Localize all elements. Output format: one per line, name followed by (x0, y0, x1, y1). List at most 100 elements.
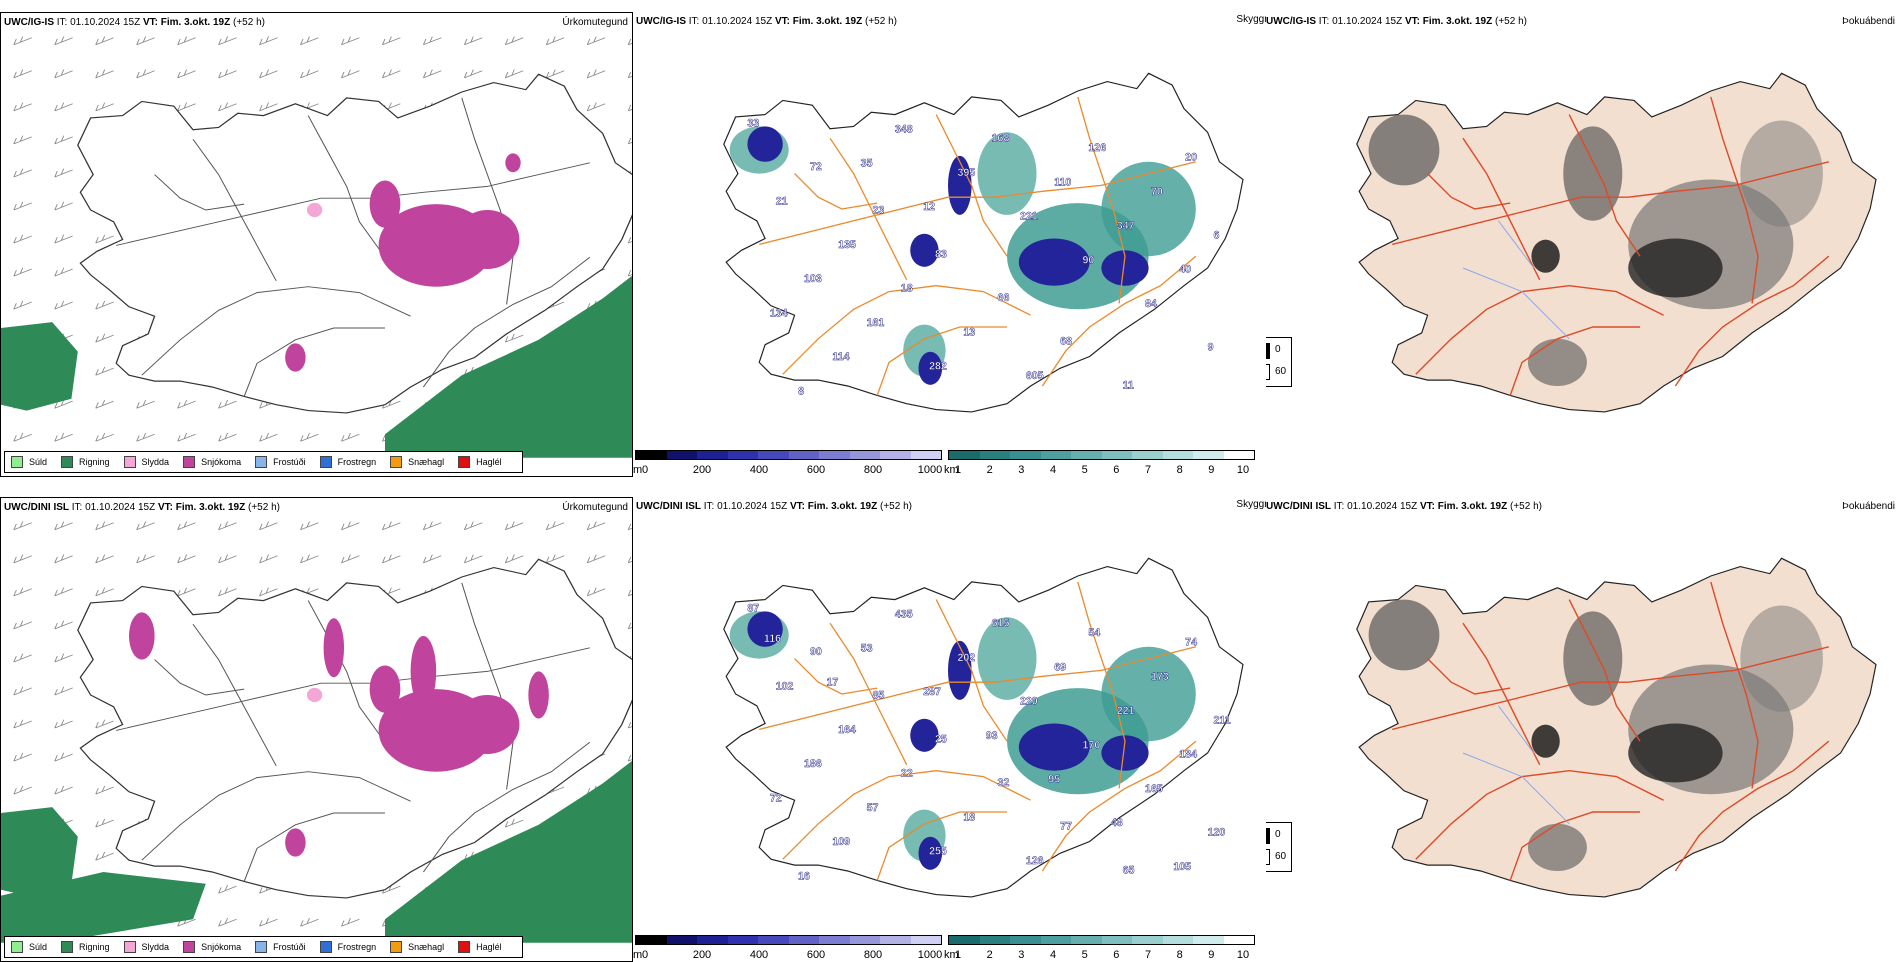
legend-item: Slydda (123, 456, 169, 468)
colorbar-tick: 7 (1144, 949, 1152, 961)
vt-label: VT: (1419, 501, 1435, 512)
precip-title: Úrkomutegund (562, 17, 628, 28)
road-line (829, 622, 908, 766)
ceiling-label: 168 (992, 133, 1010, 145)
map-field-blob (369, 180, 401, 228)
wind-barb (54, 752, 73, 762)
it-value: 01.10.2024 15Z (1332, 16, 1403, 27)
ceiling-label: 18 (963, 811, 975, 823)
map-field-blob (910, 233, 939, 267)
road-line (422, 741, 591, 873)
wind-barb (504, 818, 524, 828)
precip-title: Úrkomutegund (562, 502, 628, 513)
colorbar-tick: 3 (1018, 464, 1025, 476)
it-value: 01.10.2024 15Z (702, 16, 773, 27)
iceland-outline (723, 72, 1244, 413)
wind-barb (177, 102, 196, 112)
ceiling-label: 161 (867, 317, 885, 329)
legend-item: Frostúði (255, 456, 306, 468)
colorbar-tick: 5 (1081, 464, 1088, 476)
legend-swatch (183, 456, 196, 468)
wind-barb (13, 234, 32, 244)
model-name: UWC/DINI ISL (4, 502, 69, 513)
wind-barb (422, 69, 442, 79)
road-line (1462, 137, 1541, 281)
ceiling-label: 109 (832, 836, 850, 848)
wind-barb (627, 137, 632, 145)
road-line (1427, 173, 1511, 210)
wind-barb (95, 432, 114, 442)
wind-barb (136, 554, 155, 564)
colorbar-tick: 8 (1176, 949, 1183, 961)
lead-time: (+52 h) (248, 502, 280, 513)
ceiling-label: 287 (923, 686, 941, 698)
legend-swatch (319, 941, 332, 953)
map-field-blob (1101, 646, 1196, 742)
ceiling-label: 110 (1054, 176, 1071, 188)
wind-barb (627, 38, 632, 46)
wind-barb (54, 719, 73, 729)
wind-barb (95, 234, 114, 244)
wind-barb (545, 554, 565, 564)
wind-barb (136, 36, 155, 46)
wind-barb (136, 521, 155, 531)
legend-swatch (458, 456, 471, 468)
ceiling-label: 90 (810, 646, 822, 658)
legend-swatch (61, 456, 74, 468)
ceiling-label: 23 (872, 205, 884, 217)
wind-barb (422, 554, 442, 564)
wind-barb (422, 521, 442, 531)
legend-swatch (458, 941, 471, 953)
legend-swatch (319, 456, 332, 468)
wind-barb (586, 102, 606, 112)
wind-barb (95, 851, 114, 861)
fog-legend: 0 60 (1266, 337, 1292, 387)
lead-time: (+52 h) (865, 16, 897, 27)
road-line (782, 770, 1031, 860)
road-line (1392, 646, 1829, 731)
map-field-blob (1563, 126, 1623, 221)
wind-barb (382, 521, 401, 531)
panel-header: UWC/IG-IS IT: 01.10.2024 15Z VT: Fim. 3.… (1266, 16, 1527, 27)
legend-label: Snæhagl (408, 457, 445, 467)
ceiling-label: 48 (1111, 817, 1123, 829)
wind-barb (54, 653, 73, 663)
road-line (154, 659, 245, 696)
legend-swatch (11, 456, 23, 468)
wind-barb (422, 36, 442, 46)
wind-barb (300, 432, 319, 442)
it-label: IT: (703, 501, 715, 512)
wind-barb (95, 69, 114, 79)
wind-barb (218, 36, 237, 46)
iceland-outline (1356, 557, 1877, 898)
wind-barb (341, 432, 360, 442)
ceiling-label: 65 (1123, 864, 1135, 876)
precip-type-panel: Súld Rigning Slydda Snjókoma Frostúði Frostre… (0, 497, 633, 962)
ceiling-label: 114 (832, 351, 849, 363)
panel-header: UWC/DINI ISL IT: 01.10.2024 15Z VT: Fim.… (636, 501, 912, 512)
road-line (116, 162, 590, 246)
colorbar-tick: 7 (1144, 464, 1152, 476)
wind-barb (545, 69, 565, 79)
visibility-panel: 33 72 23 83 66 68 11 20 21 135 18 13 605 126 70 6 103 161… (633, 12, 1266, 477)
colorbar-tick: 600 (806, 464, 826, 476)
ceiling-label: 348 (895, 123, 913, 135)
legend-swatch (183, 941, 196, 953)
road-line (794, 658, 878, 695)
wind-barb (300, 917, 319, 927)
wind-barb (300, 554, 319, 564)
wind-barb (13, 300, 32, 310)
wind-barb (13, 653, 32, 663)
map-field-blob (505, 153, 521, 173)
ceiling-label: 66 (998, 292, 1010, 304)
map-field-blob (410, 636, 437, 707)
wind-barb (54, 69, 73, 79)
wind-barb (627, 104, 632, 112)
wind-barb (177, 432, 196, 442)
road-line (1392, 161, 1829, 246)
ceiling-label: 25 (935, 733, 947, 745)
road-line (1568, 599, 1641, 742)
river-line (1462, 220, 1570, 340)
wind-barb (627, 270, 632, 277)
wind-barb (341, 521, 360, 531)
